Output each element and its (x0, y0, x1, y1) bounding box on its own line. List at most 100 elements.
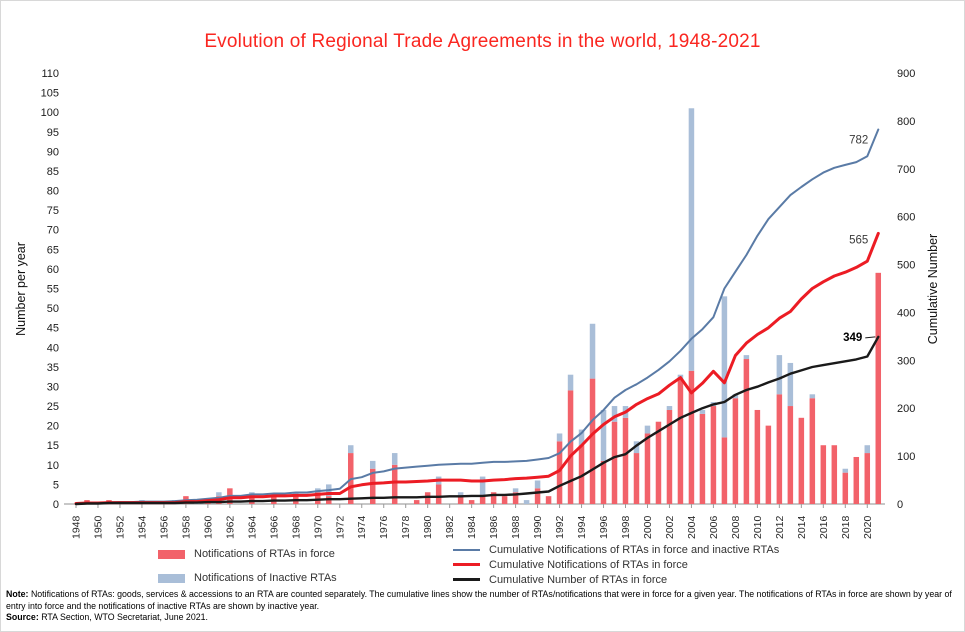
x-axis-tick-label: 1956 (158, 515, 170, 539)
bar-rtas-in-force-2002 (666, 409, 673, 504)
footnote: Note: Notifications of RTAs: goods, serv… (6, 589, 960, 624)
bar-rtas-in-force-1992 (556, 441, 563, 504)
left-axis-tick-label: 15 (47, 440, 59, 452)
note-text: Notifications of RTAs: goods, services &… (6, 589, 952, 611)
bar-inactive-rtas-1997 (611, 406, 618, 422)
x-axis-tick-label: 1984 (466, 515, 478, 539)
legend-line-column: Cumulative Notifications of RTAs in forc… (453, 542, 779, 587)
right-axis-title: Cumulative Number (926, 234, 940, 344)
left-axis-tick-label: 45 (47, 323, 59, 335)
bar-inactive-rtas-1992 (556, 433, 563, 442)
bar-rtas-in-force-1999 (633, 453, 640, 504)
legend-label-inactive-rtas: Notifications of Inactive RTAs (194, 572, 337, 584)
left-axis-tick-label: 85 (47, 166, 59, 178)
bar-rtas-in-force-2016 (820, 445, 827, 504)
left-axis-tick-label: 75 (47, 205, 59, 217)
line-cumulative-notifications-in-force (74, 231, 880, 505)
bar-inactive-rtas-2005 (699, 409, 706, 414)
right-axis-tick-label: 600 (897, 212, 915, 224)
bar-inactive-rtas-1988 (512, 488, 519, 493)
x-axis-tick-label: 1952 (114, 515, 126, 539)
right-axis-tick-label: 300 (897, 355, 915, 367)
bar-rtas-in-force-1986 (490, 492, 497, 504)
bar-rtas-in-force-1983 (457, 496, 464, 504)
x-axis-tick-label: 2020 (862, 515, 874, 539)
bar-rtas-in-force-2007 (721, 437, 728, 504)
bar-rtas-in-force-2008 (732, 398, 739, 504)
bar-rtas-in-force-2013 (787, 406, 794, 504)
x-axis-tick-label: 1974 (356, 515, 368, 539)
bar-inactive-rtas-1995 (589, 323, 596, 379)
bar-rtas-in-force-2009 (743, 359, 750, 504)
x-axis-tick-label: 2014 (796, 515, 808, 539)
bar-rtas-in-force-2006 (710, 406, 717, 504)
source-label: Source: (6, 612, 39, 623)
line-cumulative-rtas-in-force (74, 335, 880, 506)
rta-chart-svg: 0 5 10 15 20 25 30 35 40 45 50 55 60 65 70 75 80 85 90 95 10… (14, 68, 940, 539)
bar-rtas-in-force-1998 (622, 417, 629, 504)
left-axis-tick-label: 60 (47, 264, 59, 276)
bar-rtas-in-force-2000 (644, 433, 651, 504)
bar-rtas-in-force-2005 (699, 413, 706, 504)
bar-inactive-rtas-1989 (523, 500, 530, 504)
x-axis-tick-label: 1954 (136, 515, 148, 539)
bar-rtas-in-force-1991 (545, 496, 552, 504)
bar-inactive-rtas-1994 (578, 429, 585, 446)
bar-rtas-in-force-1996 (600, 460, 607, 504)
note-line: Note: Notifications of RTAs: goods, serv… (6, 589, 960, 612)
x-axis-tick-label: 1968 (290, 515, 302, 539)
left-axis-tick-label: 110 (41, 68, 59, 80)
line-cumulative-notifications-in-force-and-inactive (75, 128, 880, 505)
line-end-label-connector (865, 336, 876, 339)
x-axis-tick-label: 1996 (598, 515, 610, 539)
bar-inactive-rtas-2018 (842, 468, 849, 473)
line-end-label-cumulative-rtas-in-force: 349 (843, 332, 862, 344)
x-axis-tick-label: 2010 (752, 515, 764, 539)
x-axis-tick-label: 1960 (202, 515, 214, 539)
right-axis-tick-label: 800 (897, 116, 915, 128)
bar-rtas-in-force-1984 (468, 500, 475, 504)
bar-inactive-rtas-2013 (787, 362, 794, 407)
x-axis-tick-label: 1988 (510, 515, 522, 539)
bar-inactive-rtas-1996 (600, 409, 607, 461)
x-axis-tick-label: 2000 (642, 515, 654, 539)
bars-inactive-notifications (139, 108, 871, 504)
legend-label-rtas-in-force: Notifications of RTAs in force (194, 548, 335, 560)
x-axis-tick-label: 1970 (312, 515, 324, 539)
bar-inactive-rtas-2012 (776, 355, 783, 395)
legend-swatch-cumulative-rtas-icon (453, 578, 480, 581)
source-text: RTA Section, WTO Secretariat, June 2021. (41, 612, 208, 623)
legend-label-cumulative-rtas: Cumulative Number of RTAs in force (489, 573, 668, 586)
x-axis-tick-label: 2012 (774, 515, 786, 539)
left-axis-tick-label: 80 (47, 186, 59, 198)
right-axis-tick-label: 200 (897, 403, 915, 415)
x-axis-tick-label: 1966 (268, 515, 280, 539)
x-axis-tick-label: 1982 (444, 515, 456, 539)
left-axis-tick-label: 95 (47, 127, 59, 139)
bar-inactive-rtas-1993 (567, 374, 574, 391)
x-axis-tick-label: 1986 (488, 515, 500, 539)
bar-inactive-rtas-1977 (391, 453, 398, 465)
line-end-label-cumulative-notifications-in-force-and-inactive: 782 (849, 135, 868, 147)
bar-rtas-in-force-2011 (765, 425, 772, 504)
left-axis-tick-label: 5 (53, 479, 59, 491)
bar-rtas-in-force-2003 (677, 378, 684, 504)
source-line: Source: RTA Section, WTO Secretariat, Ju… (6, 612, 960, 624)
legend: Notifications of RTAs in force Notificat… (1, 542, 964, 588)
bar-rtas-in-force-1993 (567, 390, 574, 504)
right-axis-tick-label: 0 (897, 499, 903, 511)
right-axis-tick-label: 500 (897, 260, 915, 272)
note-label: Note: (6, 589, 29, 599)
left-axis-tick-label: 40 (47, 342, 59, 354)
bar-rtas-in-force-2015 (809, 398, 816, 504)
bar-rtas-in-force-2019 (853, 456, 860, 504)
legend-swatch-rtas-in-force-icon (158, 549, 185, 559)
bar-inactive-rtas-1999 (633, 441, 640, 454)
legend-item-inactive-rtas: Notifications of Inactive RTAs (158, 566, 337, 590)
legend-bar-column: Notifications of RTAs in force Notificat… (158, 542, 337, 590)
x-axis-tick-label: 2018 (840, 515, 852, 539)
left-axis-tick-label: 100 (41, 107, 59, 119)
left-axis-title: Number per year (14, 242, 28, 336)
bar-rtas-in-force-1970 (315, 492, 321, 504)
bar-rtas-in-force-2021 (875, 272, 882, 504)
